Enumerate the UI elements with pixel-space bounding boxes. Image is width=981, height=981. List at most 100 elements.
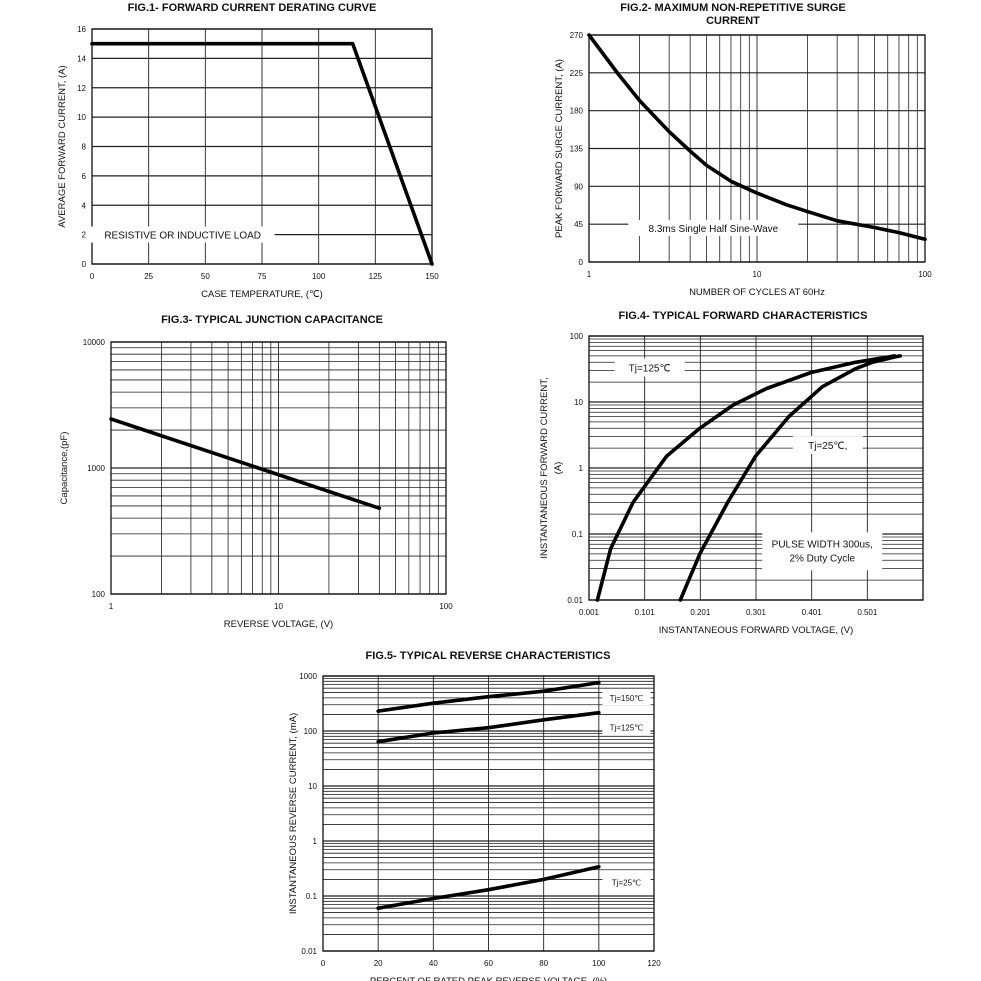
fig2-frame: [588, 34, 926, 263]
fig1-y-axis-label: AVERAGE FORWARD CURRENT, (A): [57, 65, 68, 227]
fig1-x-tick-label: 75: [258, 272, 267, 281]
fig4-pulse-note-bg: [762, 532, 883, 571]
fig4-note-bg: [792, 436, 863, 455]
fig5-x-tick-label: 20: [374, 959, 383, 968]
fig3-chart: 1 10 100 100 1000 10000 FIG.3- TYPICAL JUNCTIO…: [59, 314, 453, 630]
fig4-frame: [588, 335, 924, 601]
fig1-chart: 0 25 50 75 100 125 150 0 2 4 6 8 10 12 14 16 FIG.1- FORW…: [57, 2, 439, 300]
fig2-title: FIG.2- MAXIMUM NON-REPETITIVE SURGE: [620, 2, 846, 14]
fig2-x-axis-label: NUMBER OF CYCLES AT 60Hz: [689, 287, 825, 298]
fig5-y-tick-label: 0.01: [301, 947, 317, 956]
fig4-y-tick-label: 10: [574, 398, 583, 407]
fig1-x-tick-label: 25: [144, 272, 153, 281]
fig4-x-tick-label: 0.401: [802, 608, 823, 617]
fig3-title: FIG.3- TYPICAL JUNCTION CAPACITANCE: [161, 314, 383, 326]
fig1-y-tick-label: 8: [82, 143, 87, 152]
fig2-x-tick-label: 1: [587, 270, 592, 279]
fig3-y-tick-label: 1000: [87, 464, 105, 473]
fig5-note: Tj=25℃: [612, 878, 641, 887]
fig2-chart: 1 10 100 0 45 90 135 180 225 270 FIG.2- MAXIMUM NO…: [554, 2, 932, 298]
fig5-x-tick-label: 40: [429, 959, 438, 968]
fig3-x-axis-label: REVERSE VOLTAGE, (V): [224, 619, 333, 630]
fig5-y-tick-label: 100: [304, 727, 318, 736]
fig1-y-tick-label: 2: [82, 231, 87, 240]
fig5-x-tick-label: 100: [592, 959, 606, 968]
fig4-x-tick-label: 0.301: [746, 608, 767, 617]
fig4-chart: 0.001 0.101 0.201 0.301 0.401 0.501 0.01 0.1 1 10…: [539, 310, 924, 636]
fig1-y-tick-label: 6: [82, 172, 87, 181]
fig4-y-tick-label: 0.01: [567, 596, 583, 605]
fig4-x-tick-label: 0.501: [857, 608, 878, 617]
fig3-frame: [110, 341, 447, 595]
fig3-series-line-0: [109, 417, 382, 511]
fig4-x-tick-label: 0.101: [635, 608, 656, 617]
fig2-x-tick-label: 100: [918, 270, 932, 279]
fig4-pulse-note: 2% Duty Cycle: [789, 553, 855, 564]
fig1-y-tick-label: 16: [77, 25, 86, 34]
fig5-title: FIG.5- TYPICAL REVERSE CHARACTERISTICS: [366, 650, 611, 662]
fig2-y-tick-label: 180: [570, 107, 584, 116]
fig5-y-axis-label: INSTANTANEOUS REVERSE CURRENT, (mA): [288, 713, 299, 914]
fig4-series-line-0: [595, 354, 897, 602]
fig1-x-tick-label: 125: [369, 272, 383, 281]
fig5-frame: [322, 675, 655, 952]
fig1-y-tick-label: 0: [82, 260, 87, 269]
fig5-series-line-1: [376, 710, 601, 744]
fig5-y-tick-label: 0.1: [306, 892, 318, 901]
fig5-x-tick-label: 80: [539, 959, 548, 968]
fig4-x-tick-label: 0.201: [690, 608, 711, 617]
fig1-y-tick-label: 14: [77, 54, 86, 63]
fig2-series-line-0: [587, 33, 927, 242]
fig5-series-line-2: [376, 864, 601, 911]
fig4-y-axis-label: (A): [553, 462, 564, 475]
fig2-x-tick-label: 10: [753, 270, 762, 279]
fig1-x-tick-label: 150: [425, 272, 439, 281]
fig2-y-tick-label: 90: [574, 182, 583, 191]
fig5-x-tick-label: 0: [321, 959, 326, 968]
fig1-note: RESISTIVE OR INDUCTIVE LOAD: [104, 231, 261, 242]
fig1-y-tick-label: 4: [82, 201, 87, 210]
fig4-y-tick-label: 100: [570, 332, 584, 341]
fig4-note: Tj=25℃,: [808, 441, 847, 452]
fig3-y-tick-label: 10000: [83, 338, 106, 347]
fig1-y-tick-label: 10: [77, 113, 86, 122]
fig2-y-tick-label: 0: [579, 258, 584, 267]
fig4-y-tick-label: 1: [579, 464, 584, 473]
fig3-y-axis-label: Capacitance,(pF): [59, 432, 70, 505]
fig5-note-bg: [602, 718, 651, 735]
fig5-note: Tj=150℃: [610, 694, 644, 703]
fig4-pulse-note: PULSE WIDTH 300us,: [772, 539, 873, 550]
fig3-x-tick-label: 1: [109, 602, 114, 611]
fig1-x-tick-label: 0: [90, 272, 95, 281]
fig1-note-bg: [90, 226, 275, 243]
fig2-note-bg: [628, 219, 799, 236]
fig5-x-tick-label: 120: [647, 959, 661, 968]
fig2-y-tick-label: 225: [570, 69, 584, 78]
fig4-note-bg: [614, 358, 685, 377]
fig4-x-tick-label: 0.001: [579, 608, 600, 617]
fig3-x-tick-label: 100: [439, 602, 453, 611]
fig5-y-tick-label: 10: [308, 782, 317, 791]
fig5-note: Tj=125℃: [610, 724, 644, 733]
fig1-y-tick-label: 12: [77, 84, 86, 93]
fig2-y-tick-label: 45: [574, 220, 583, 229]
fig1-frame: [91, 28, 433, 265]
fig5-note-bg: [602, 873, 651, 890]
fig3-y-tick-label: 100: [92, 590, 106, 599]
fig5-note-bg: [602, 689, 651, 706]
fig4-series-line-1: [678, 354, 903, 602]
fig4-y-axis-label: INSTANTANEOUS FORWARD CURRENT,: [539, 377, 550, 558]
fig5-series-line-0: [376, 680, 601, 713]
fig4-note: Tj=125℃: [629, 364, 671, 375]
fig2-y-axis-label: PEAK FORWARD SURGE CURRENT, (A): [554, 59, 565, 238]
fig1-series-line-0: [90, 41, 434, 266]
fig5-chart: 0 20 40 60 80 100 120 0.01 0.1 1 10 100 1000 FIG.5- T…: [288, 650, 661, 981]
fig5-x-tick-label: 60: [484, 959, 493, 968]
fig4-y-tick-label: 0.1: [572, 530, 584, 539]
fig5-x-axis-label: PERCENT OF RATED PEAK REVERSE VOLTAGE, (…: [370, 976, 607, 981]
fig1-x-tick-label: 50: [201, 272, 210, 281]
fig1-title: FIG.1- FORWARD CURRENT DERATING CURVE: [128, 2, 377, 14]
fig2-note: 8.3ms Single Half Sine-Wave: [649, 224, 779, 235]
fig5-y-tick-label: 1000: [299, 672, 317, 681]
